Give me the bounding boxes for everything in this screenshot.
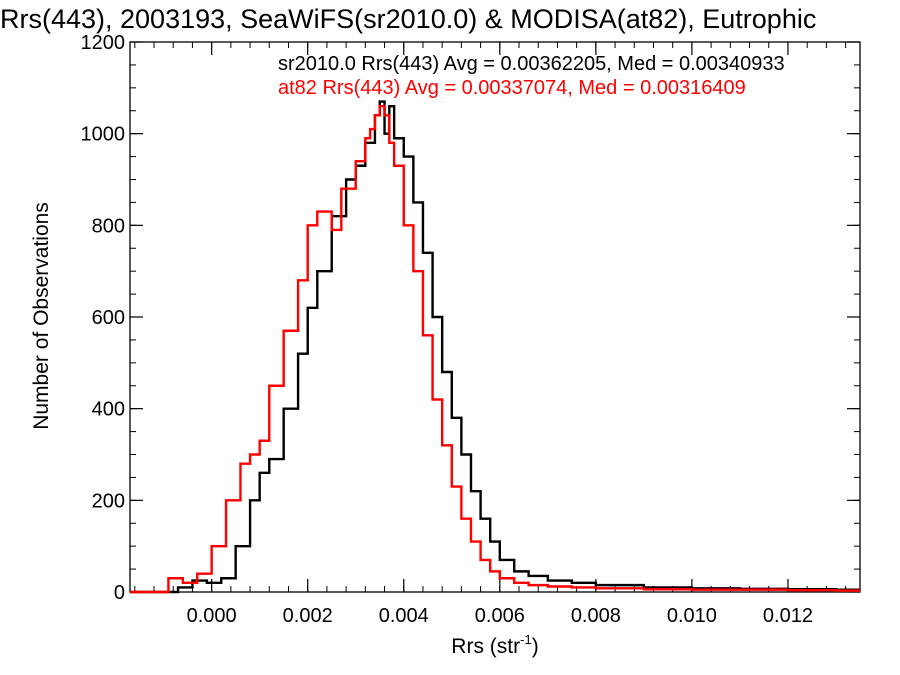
legend-entry-at82: at82 Rrs(443) Avg = 0.00337074, Med = 0.… (278, 77, 746, 99)
x-tick-label: 0.008 (571, 605, 621, 627)
y-tick-label: 400 (92, 399, 125, 421)
plot-frame (129, 41, 861, 593)
x-tick-label: 0.004 (379, 605, 429, 627)
x-tick-label: 0.010 (667, 605, 717, 627)
y-tick-label: 1200 (81, 32, 126, 54)
x-tick-label: 0.006 (475, 605, 525, 627)
x-tick-label: 0.000 (187, 605, 237, 627)
y-tick-label: 1000 (81, 124, 126, 146)
x-tick-label: 0.002 (283, 605, 333, 627)
x-tick-label: 0.012 (763, 605, 813, 627)
series-lines (130, 100, 860, 594)
legend-entry-sr2010.0: sr2010.0 Rrs(443) Avg = 0.00362205, Med … (278, 53, 785, 75)
x-axis-label-main: Rrs (str (451, 635, 520, 658)
y-tick-label: 600 (92, 307, 125, 329)
x-axis-label: Rrs (str-1) (451, 632, 538, 658)
y-tick-label: 800 (92, 215, 125, 237)
series-line-at82 (130, 104, 860, 594)
x-axis-label-close: ) (532, 635, 539, 658)
axes: 0.000 0.002 0.004 0.006 0.008 0.010 0.012 0 200 4… (81, 32, 861, 627)
series-line-sr2010.0 (130, 100, 860, 594)
x-axis-label-superscript: -1 (520, 632, 532, 647)
chart-title: Rrs(443), 2003193, SeaWiFS(sr2010.0) & M… (0, 4, 816, 34)
y-tick-label: 200 (92, 490, 125, 512)
y-tick-label: 0 (114, 582, 125, 604)
legend: sr2010.0 Rrs(443) Avg = 0.00362205, Med … (278, 53, 785, 99)
y-axis-label: Number of Observations (30, 202, 53, 430)
